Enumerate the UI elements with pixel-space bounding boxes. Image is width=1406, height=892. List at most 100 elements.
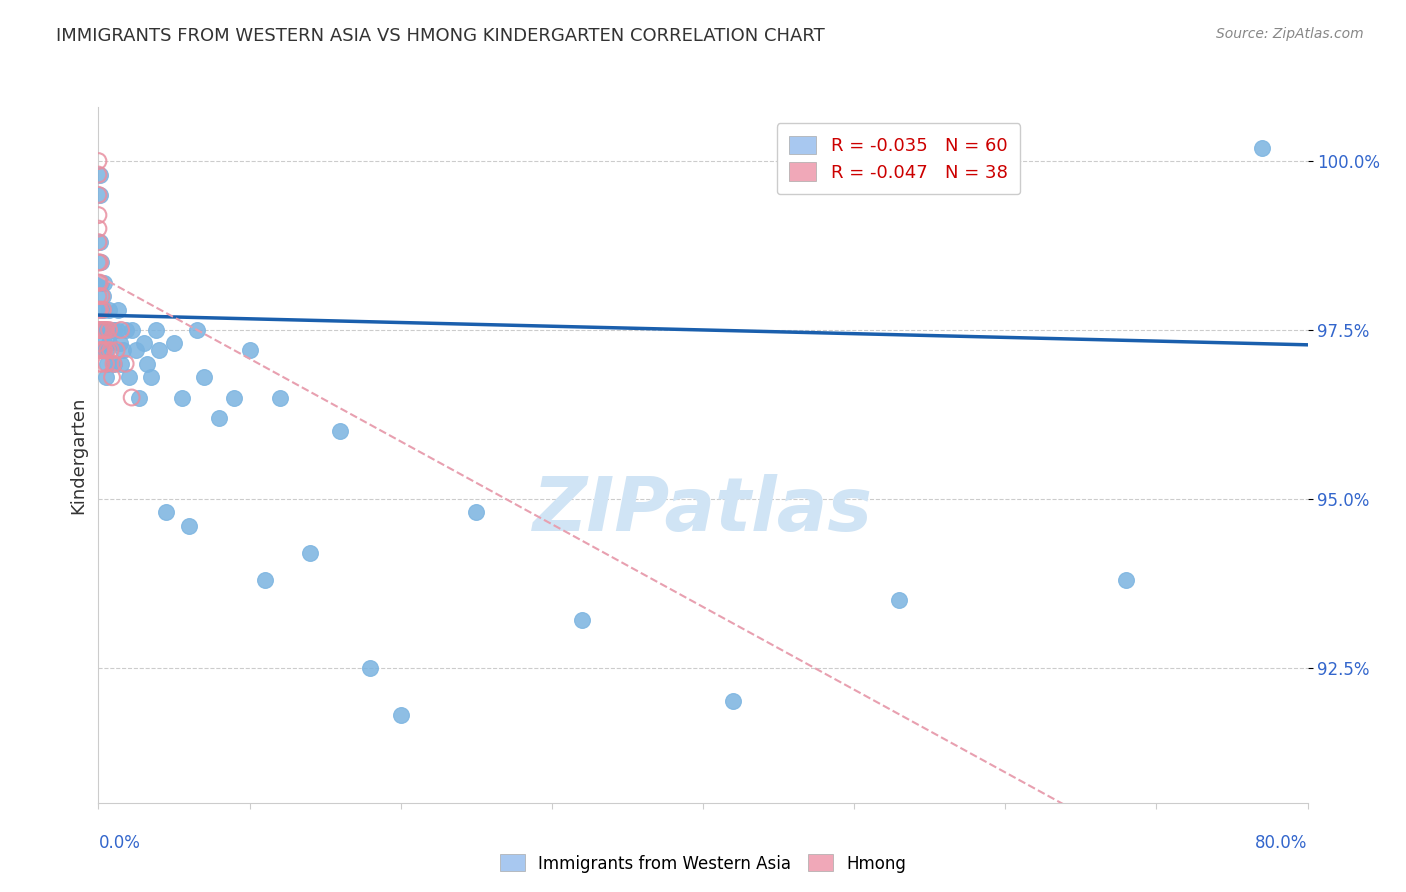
Point: [90, 276, 112, 290]
Point: [224, 391, 246, 405]
Point: [269, 391, 291, 405]
Point: [89, 235, 111, 249]
Point: [135, 357, 157, 371]
Point: [96, 343, 118, 358]
Point: [89, 168, 111, 182]
Point: [87, 255, 110, 269]
Point: [114, 357, 136, 371]
Point: [90, 302, 112, 317]
Text: 0.0%: 0.0%: [98, 834, 141, 852]
Point: [103, 357, 125, 371]
Point: [87, 235, 110, 249]
Point: [253, 573, 276, 587]
Point: [91, 302, 114, 317]
Point: [91, 289, 114, 303]
Point: [90, 323, 112, 337]
Point: [132, 336, 155, 351]
Point: [177, 519, 201, 533]
Point: [89, 255, 111, 269]
Point: [110, 357, 132, 371]
Point: [100, 323, 122, 337]
Point: [94, 343, 117, 358]
Point: [90, 323, 112, 337]
Point: [121, 391, 143, 405]
Point: [93, 336, 115, 351]
Point: [87, 289, 110, 303]
Legend: R = -0.035   N = 60, R = -0.047   N = 38: R = -0.035 N = 60, R = -0.047 N = 38: [776, 123, 1021, 194]
Point: [163, 336, 186, 351]
Point: [141, 370, 163, 384]
Point: [87, 154, 110, 169]
Point: [90, 255, 112, 269]
Point: [465, 505, 488, 519]
Point: [105, 323, 128, 337]
Point: [148, 343, 170, 358]
Point: [87, 336, 110, 351]
Point: [186, 323, 208, 337]
Point: [98, 302, 121, 317]
Point: [87, 208, 110, 222]
Point: [125, 343, 148, 358]
Point: [90, 357, 112, 371]
Text: 80.0%: 80.0%: [1256, 834, 1308, 852]
Point: [299, 546, 322, 560]
Point: [89, 187, 111, 202]
Point: [91, 323, 114, 337]
Point: [889, 593, 911, 607]
Point: [87, 168, 110, 182]
Text: Source: ZipAtlas.com: Source: ZipAtlas.com: [1216, 27, 1364, 41]
Point: [94, 370, 117, 384]
Point: [128, 391, 150, 405]
Point: [93, 302, 115, 317]
Point: [170, 391, 193, 405]
Point: [94, 323, 117, 337]
Point: [110, 323, 132, 337]
Point: [87, 302, 110, 317]
Point: [91, 343, 114, 358]
Point: [1251, 140, 1274, 154]
Point: [107, 302, 129, 317]
Point: [145, 323, 167, 337]
Point: [193, 370, 215, 384]
Point: [118, 370, 141, 384]
Point: [93, 276, 115, 290]
Point: [239, 343, 262, 358]
Point: [208, 410, 231, 425]
Legend: Immigrants from Western Asia, Hmong: Immigrants from Western Asia, Hmong: [494, 847, 912, 880]
Point: [90, 343, 112, 358]
Point: [89, 276, 111, 290]
Point: [121, 323, 143, 337]
Point: [103, 357, 125, 371]
Point: [108, 336, 131, 351]
Point: [101, 370, 124, 384]
Text: ZIPatlas: ZIPatlas: [533, 474, 873, 547]
Point: [98, 323, 121, 337]
Point: [1115, 573, 1137, 587]
Point: [91, 343, 114, 358]
Point: [329, 424, 352, 438]
Point: [89, 343, 111, 358]
Point: [721, 694, 744, 708]
Point: [155, 505, 177, 519]
Point: [100, 343, 122, 358]
Point: [114, 323, 136, 337]
Point: [96, 323, 118, 337]
Point: [93, 343, 115, 358]
Point: [360, 661, 382, 675]
Point: [90, 289, 112, 303]
Point: [87, 221, 110, 235]
Point: [94, 357, 117, 371]
Point: [87, 187, 110, 202]
Point: [91, 323, 114, 337]
Point: [93, 323, 115, 337]
Point: [89, 357, 111, 371]
Point: [101, 323, 124, 337]
Point: [96, 357, 118, 371]
Point: [103, 323, 125, 337]
Point: [389, 708, 412, 723]
Point: [98, 336, 121, 351]
Point: [94, 323, 117, 337]
Point: [89, 302, 111, 317]
Point: [89, 323, 111, 337]
Y-axis label: Kindergarten: Kindergarten: [69, 396, 87, 514]
